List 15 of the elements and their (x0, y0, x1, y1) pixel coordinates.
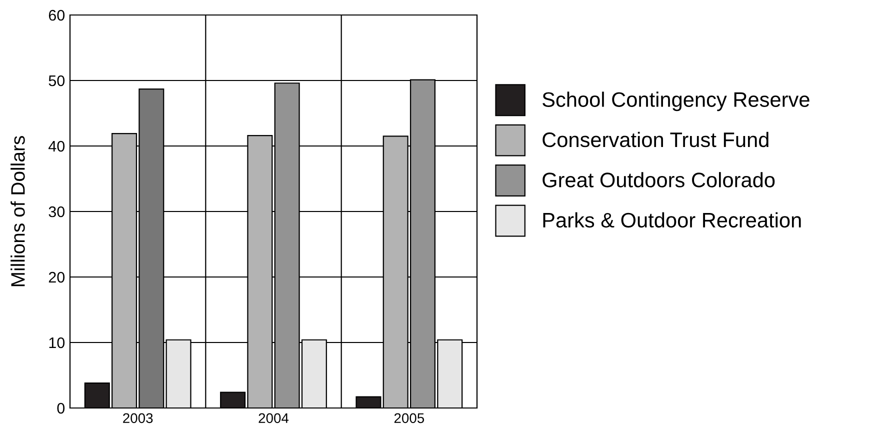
y-tick-label: 0 (57, 402, 65, 414)
x-tick-label: 2003 (123, 413, 153, 424)
legend-label: School Contingency Reserve (542, 92, 810, 112)
x-tick-label: 2005 (394, 413, 424, 424)
y-tick-label: 30 (48, 206, 65, 218)
legend-label: Conservation Trust Fund (542, 132, 768, 148)
y-tick-label: 60 (48, 10, 65, 21)
y-tick-label: 50 (48, 75, 65, 86)
y-tick-label: 20 (48, 272, 65, 283)
legend-label: Parks & Outdoor Recreation (543, 212, 801, 228)
x-tick-label: 2004 (258, 413, 289, 424)
y-tick-label: 40 (48, 140, 65, 152)
legend-label: Great Outdoors Colorado (542, 172, 775, 188)
y-tick-label: 10 (49, 337, 65, 348)
y-axis-title: Millions of Dollars (10, 136, 25, 286)
